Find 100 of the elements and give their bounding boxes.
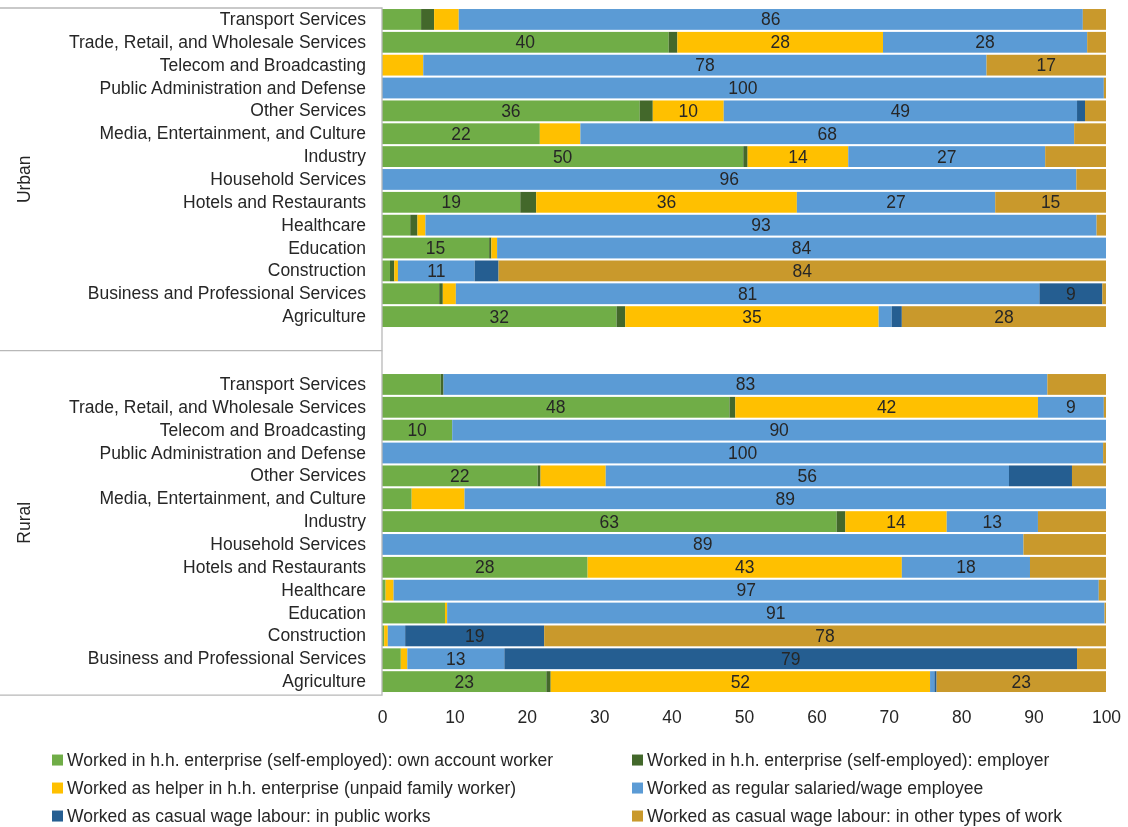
bar: [434, 9, 459, 30]
bar: [743, 146, 748, 167]
x-tick-label: 40: [662, 707, 683, 728]
bar: [452, 419, 1106, 441]
y-axis-title: Rural: [14, 501, 34, 544]
y-tick-label: Telecom and Broadcasting: [159, 419, 366, 440]
data-label: 9: [1066, 283, 1076, 304]
data-label: 84: [791, 238, 812, 259]
bar: [421, 9, 435, 30]
legend-label: Worked in h.h. enterprise (self-employed): own account worker: [67, 750, 554, 771]
y-tick-label: Other Services: [250, 465, 367, 486]
x-tick-label: 70: [879, 707, 900, 728]
data-label: 35: [742, 306, 762, 327]
data-label: 19: [464, 625, 485, 646]
x-tick-label: 50: [734, 707, 755, 728]
legend-label: Worked as casual wage labour: in other types of work: [647, 806, 1063, 827]
bar: [382, 237, 490, 259]
data-label: 40: [515, 32, 536, 53]
bar: [407, 648, 505, 670]
y-tick-label: Construction: [267, 625, 366, 646]
bar: [385, 579, 394, 601]
data-label: 28: [994, 306, 1014, 327]
bar: [1103, 442, 1106, 464]
y-tick-label: Media, Entertainment, and Culture: [99, 123, 366, 144]
bar: [1029, 556, 1106, 578]
bar: [389, 260, 395, 282]
bar: [520, 191, 537, 213]
data-label: 14: [886, 511, 907, 532]
bar: [382, 100, 640, 122]
legend-label: Worked as helper in h.h. enterprise (unpaid family worker): [67, 778, 517, 799]
bar: [537, 465, 541, 487]
y-tick-label: Telecom and Broadcasting: [159, 54, 366, 75]
bar: [1077, 100, 1085, 122]
bar: [382, 123, 540, 145]
bar: [397, 260, 475, 282]
data-label: 89: [775, 488, 795, 509]
data-label: 36: [656, 192, 677, 213]
y-axis-title: Urban: [14, 155, 34, 204]
bar: [639, 100, 653, 122]
bar: [1039, 283, 1103, 305]
data-label: 18: [956, 557, 976, 578]
y-tick-label: Household Services: [210, 534, 367, 555]
bar: [491, 237, 498, 259]
bar: [382, 419, 453, 441]
data-label: 9: [1066, 397, 1076, 418]
x-tick-label: 90: [1024, 707, 1045, 728]
data-label: 17: [1036, 55, 1056, 76]
bar: [1082, 9, 1106, 30]
bar: [417, 214, 426, 236]
bar: [382, 534, 1024, 555]
bar: [382, 146, 744, 167]
bar: [382, 671, 547, 693]
bar: [458, 9, 1083, 30]
bar: [546, 671, 551, 693]
legend-label: Worked as regular salaried/wage employee: [647, 778, 984, 799]
bar: [382, 77, 1104, 99]
bar: [616, 306, 626, 328]
data-label: 10: [407, 420, 428, 441]
x-tick-label: 10: [445, 707, 465, 728]
bar: [382, 54, 424, 76]
data-label: 86: [761, 9, 781, 30]
bar: [382, 9, 422, 30]
data-label: 36: [501, 100, 521, 121]
bar: [668, 31, 678, 53]
bar: [878, 306, 892, 328]
bar: [382, 283, 440, 305]
bar: [1023, 534, 1106, 555]
y-tick-label: Education: [288, 237, 366, 258]
bar: [735, 396, 1038, 418]
bar: [901, 306, 1106, 328]
bar: [474, 260, 499, 282]
bar: [677, 31, 884, 53]
bar: [382, 511, 837, 532]
y-tick-label: Agriculture: [282, 306, 366, 327]
data-label: 49: [890, 100, 911, 121]
bar: [382, 214, 411, 236]
bar: [1037, 396, 1104, 418]
bar: [1085, 100, 1106, 122]
bar: [382, 602, 445, 624]
bar: [986, 54, 1106, 76]
data-label: 19: [441, 192, 461, 213]
y-tick-label: Other Services: [250, 100, 367, 121]
bar: [1102, 283, 1106, 305]
y-tick-label: Business and Professional Services: [87, 648, 367, 669]
data-label: 11: [427, 260, 446, 281]
bar: [393, 579, 1099, 601]
legend-label: Worked in h.h. enterprise (self-employed): employer: [647, 750, 1050, 771]
bar: [498, 260, 1106, 282]
data-label: 23: [1011, 671, 1032, 692]
data-label: 15: [1040, 192, 1061, 213]
data-label: 89: [693, 534, 713, 555]
data-label: 91: [766, 603, 786, 624]
bar: [410, 214, 418, 236]
y-tick-label: Public Administration and Defense: [99, 77, 366, 98]
y-tick-label: Healthcare: [281, 214, 366, 235]
bar: [1045, 146, 1106, 167]
bar: [497, 237, 1106, 259]
y-tick-label: Hotels and Restaurants: [183, 556, 367, 577]
data-label: 79: [780, 648, 801, 669]
bar: [394, 260, 398, 282]
